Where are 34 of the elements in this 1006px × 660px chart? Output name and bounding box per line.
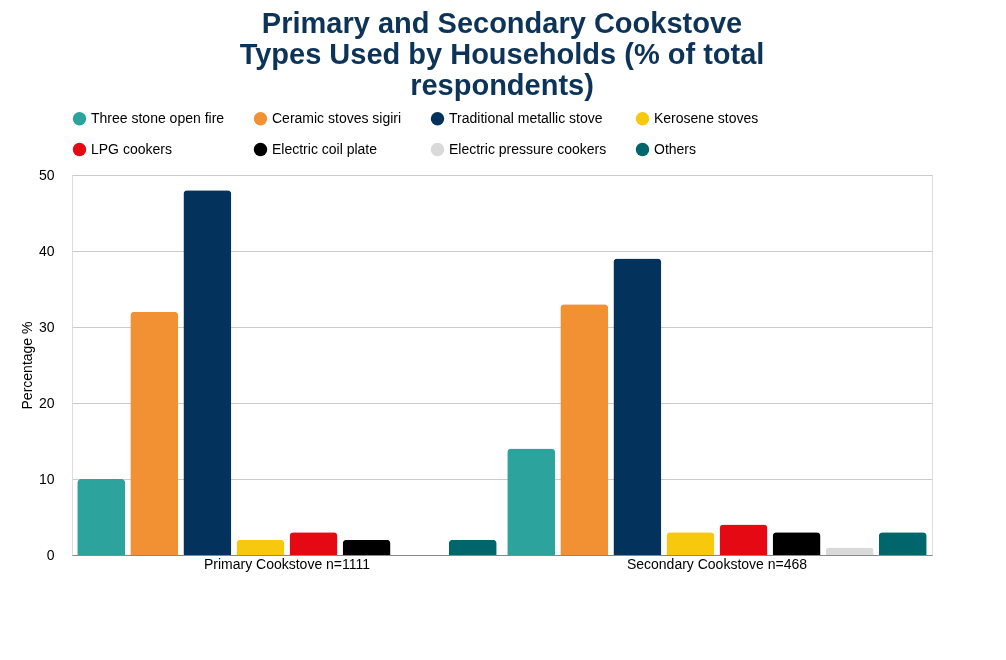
x-tick-label: Primary Cookstove n=1111 (203, 555, 371, 572)
bar (289, 532, 338, 555)
bar (719, 524, 768, 555)
legend-label: Ceramic stoves sigiri (272, 109, 402, 126)
legend-label: LPG cookers (91, 140, 172, 157)
legend-label: Three stone open fire (91, 109, 225, 126)
bar (77, 479, 126, 555)
bar (507, 448, 556, 555)
bar (560, 304, 609, 555)
legend-label: Electric pressure cookers (449, 140, 607, 157)
bar (666, 532, 715, 555)
bar (130, 311, 179, 555)
y-tick-label: 0 (46, 546, 55, 563)
bar (448, 539, 497, 555)
y-tick-label: 40 (38, 242, 55, 259)
legend-label: Kerosene stoves (654, 109, 759, 126)
y-axis-title: Percentage % (18, 321, 35, 410)
bar (613, 258, 662, 555)
bar (342, 539, 391, 555)
legend-label: Others (654, 140, 697, 157)
y-tick-label: 10 (38, 470, 55, 487)
x-tick-label: Secondary Cookstove n=468 (626, 555, 808, 572)
y-tick-label: 30 (38, 318, 55, 335)
legend-label: Traditional metallic stove (449, 109, 603, 126)
bar (236, 539, 285, 555)
y-tick-label: 20 (38, 394, 55, 411)
bar (772, 532, 821, 555)
legend-label: Electric coil plate (272, 140, 378, 157)
text: respondents) (410, 69, 594, 101)
y-tick-label: 50 (38, 166, 55, 183)
bar (183, 190, 232, 555)
text: Primary and Secondary Cookstove (261, 7, 743, 39)
bar (878, 532, 927, 555)
text: Types Used by Households (% of total (239, 38, 765, 70)
